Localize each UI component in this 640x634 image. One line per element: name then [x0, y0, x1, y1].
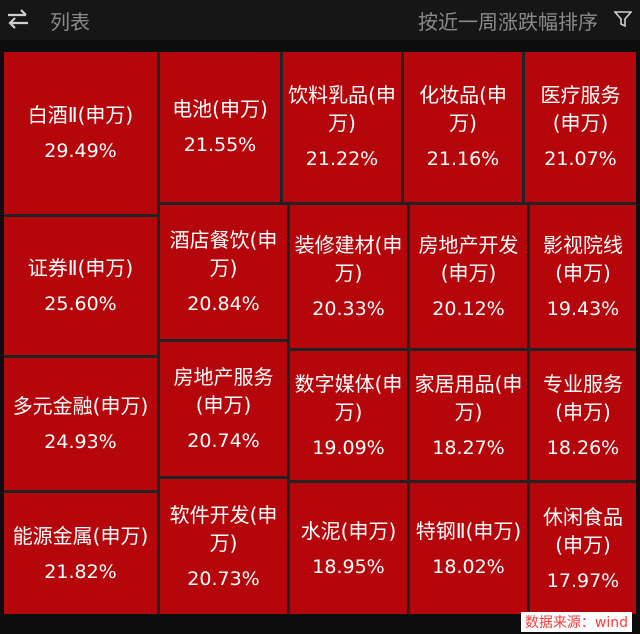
- tile-fangdichan-fuwu[interactable]: 房地产服务(申万) 20.74%: [160, 342, 287, 476]
- tile-name: 电池(申万): [172, 97, 268, 121]
- tile-huazhuangpin[interactable]: 化妆品(申万) 21.16%: [404, 52, 522, 202]
- tile-pct: 18.27%: [432, 436, 505, 459]
- tile-name: 家居用品(申万): [414, 371, 523, 424]
- tile-yingshi-yuanxian[interactable]: 影视院线(申万) 19.43%: [530, 205, 636, 348]
- tile-pct: 18.95%: [312, 555, 385, 578]
- tile-pct: 21.16%: [426, 148, 500, 170]
- tile-name: 房地产开发(申万): [418, 232, 519, 285]
- tile-jiaju-yongpin[interactable]: 家居用品(申万) 18.27%: [410, 351, 527, 480]
- tile-ruanjian-kaifa[interactable]: 软件开发(申万) 20.73%: [160, 479, 287, 614]
- tile-yinliao-rupin[interactable]: 饮料乳品(申万) 21.22%: [283, 52, 401, 202]
- tile-name: 医疗服务(申万): [540, 83, 621, 135]
- tile-name: 能源金属(申万): [12, 523, 149, 548]
- tile-pct: 19.09%: [312, 436, 385, 459]
- tile-name: 饮料乳品(申万): [288, 83, 396, 135]
- heatmap-grid: 白酒Ⅱ(申万) 29.49% 证券Ⅱ(申万) 25.60% 多元金融(申万) 2…: [4, 52, 636, 614]
- sort-label[interactable]: 按近一周涨跌幅排序: [418, 10, 598, 34]
- tile-pct: 17.97%: [546, 569, 620, 592]
- header-bar: 列表 按近一周涨跌幅排序: [0, 0, 640, 40]
- tile-name: 装修建材(申万): [294, 232, 403, 285]
- tile-pct: 25.60%: [44, 293, 117, 315]
- tile-name: 证券Ⅱ(申万): [27, 256, 134, 280]
- filter-icon[interactable]: [614, 10, 632, 28]
- tile-name: 多元金融(申万): [12, 394, 149, 418]
- tile-pct: 21.22%: [305, 148, 379, 170]
- tile-shuini[interactable]: 水泥(申万) 18.95%: [290, 483, 407, 614]
- tile-name: 特钢Ⅱ(申万): [415, 518, 522, 543]
- tile-name: 酒店餐饮(申万): [169, 228, 278, 280]
- tile-pct: 18.26%: [546, 436, 620, 459]
- tile-zhuangxiu-jiancai[interactable]: 装修建材(申万) 20.33%: [290, 205, 407, 348]
- data-source-label: 数据来源：wind: [520, 612, 632, 632]
- tile-pct: 20.73%: [187, 567, 260, 590]
- tile-pct: 29.49%: [44, 140, 117, 162]
- tile-duoyuan-jinrong[interactable]: 多元金融(申万) 24.93%: [4, 358, 157, 490]
- tile-name: 房地产服务(申万): [173, 365, 274, 417]
- tile-zhuanye-fuwu[interactable]: 专业服务(申万) 18.26%: [530, 351, 636, 480]
- swap-arrows-icon[interactable]: [6, 8, 30, 30]
- tile-name: 影视院线(申万): [543, 232, 623, 285]
- tile-pct: 21.07%: [544, 148, 617, 170]
- tile-name: 软件开发(申万): [169, 502, 278, 555]
- tile-name: 水泥(申万): [300, 518, 397, 543]
- tile-name: 休闲食品(申万): [543, 504, 623, 557]
- tile-tegang[interactable]: 特钢Ⅱ(申万) 18.02%: [410, 483, 527, 614]
- tile-name: 白酒Ⅱ(申万): [27, 103, 134, 127]
- tile-name: 化妆品(申万): [419, 83, 507, 135]
- tile-pct: 20.33%: [312, 297, 385, 320]
- tile-pct: 20.84%: [187, 293, 260, 315]
- tile-pct: 19.43%: [546, 297, 620, 320]
- tile-pct: 24.93%: [44, 431, 117, 453]
- tile-nengyuan-jinshu[interactable]: 能源金属(申万) 21.82%: [4, 493, 157, 614]
- list-title: 列表: [50, 10, 90, 34]
- tile-pct: 21.82%: [44, 560, 117, 583]
- tile-shuzi-meiti[interactable]: 数字媒体(申万) 19.09%: [290, 351, 407, 480]
- tile-xiuxian-shipin[interactable]: 休闲食品(申万) 17.97%: [530, 483, 636, 614]
- tile-zhengquan[interactable]: 证券Ⅱ(申万) 25.60%: [4, 217, 157, 355]
- tile-baijiu[interactable]: 白酒Ⅱ(申万) 29.49%: [4, 52, 157, 214]
- tile-pct: 18.02%: [432, 555, 505, 578]
- tile-jiudian-canyin[interactable]: 酒店餐饮(申万) 20.84%: [160, 205, 287, 339]
- tile-pct: 20.74%: [187, 430, 260, 452]
- tile-name: 数字媒体(申万): [294, 371, 403, 424]
- tile-yiliao-fuwu[interactable]: 医疗服务(申万) 21.07%: [525, 52, 636, 202]
- tile-pct: 21.55%: [183, 134, 257, 156]
- tile-pct: 20.12%: [432, 297, 505, 320]
- tile-fangdichan-kaifa[interactable]: 房地产开发(申万) 20.12%: [410, 205, 527, 348]
- tile-name: 专业服务(申万): [543, 371, 623, 424]
- tile-dianchi[interactable]: 电池(申万) 21.55%: [160, 52, 280, 202]
